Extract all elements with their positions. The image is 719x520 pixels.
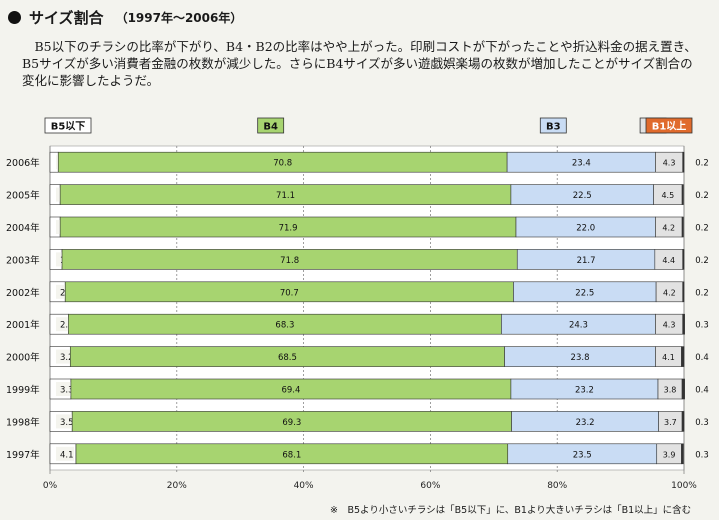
data-label-B1以上: 0.3: [695, 450, 709, 460]
y-tick-label: 1998年: [6, 416, 40, 428]
footnote: ※ B5より小さいチラシは「B5以下」に、B1より大きいチラシは「B1以上」に含…: [330, 505, 692, 516]
x-tick-label: 80%: [547, 481, 567, 491]
data-label-B5以下: 2.9: [60, 321, 74, 331]
data-label-B5以下: 3.3: [60, 386, 74, 396]
y-tick-label: 1997年: [6, 449, 40, 461]
data-label-B2: 4.2: [663, 288, 676, 297]
data-label-B4: 71.8: [280, 256, 299, 266]
bar-B1以上: [681, 411, 685, 432]
data-label-B3: 24.3: [569, 321, 588, 331]
data-label-bg: [56, 446, 74, 461]
x-tick-label: 60%: [420, 481, 440, 491]
data-label-B1以上: 0.2: [695, 288, 709, 298]
bar-B1以上: [681, 443, 684, 465]
legend-swatch-B3: [539, 117, 567, 134]
data-label-B4: 70.7: [280, 288, 299, 298]
data-label-B4: 69.4: [281, 386, 300, 396]
data-label-B1以上: 0.2: [695, 191, 709, 201]
data-label-B2: 4.4: [662, 256, 675, 265]
data-label-B2: 3.7: [664, 418, 677, 427]
data-label-B3: 23.2: [576, 418, 595, 428]
data-label-bg: [56, 382, 74, 396]
data-label-B1以上: 0.2: [695, 159, 709, 169]
bar-B1以上: [682, 313, 685, 335]
description-text: B5以下のチラシの比率が下がり、B4・B2の比率はやや上がった。印刷コストが下が…: [22, 39, 697, 88]
y-tick-label: 2000年: [6, 352, 40, 364]
y-tick-label: 1999年: [6, 384, 40, 396]
data-label-B1以上: 0.2: [695, 256, 709, 266]
data-label-B2: 3.8: [664, 386, 677, 395]
legend-label-B4: B4: [263, 122, 278, 133]
data-label-B4: 70.8: [273, 159, 292, 169]
data-label-bg: [56, 414, 74, 429]
data-label-B5以下: 4.1: [60, 450, 74, 460]
legend-swatch-B4: [257, 117, 285, 134]
data-label-B2: 4.1: [662, 353, 675, 362]
chart-subtitle: （1997年〜2006年）: [115, 10, 243, 25]
data-label-B4: 68.5: [278, 353, 297, 363]
x-tick-label: 20%: [167, 481, 187, 491]
data-label-B4: 68.1: [282, 450, 301, 460]
data-label-B1以上: 0.2: [695, 224, 709, 234]
y-tick-label: 2004年: [6, 222, 40, 234]
data-label-B1以上: 0.3: [695, 418, 709, 428]
data-label-B3: 23.5: [573, 450, 592, 460]
data-label-B1以上: 0.3: [695, 321, 709, 331]
data-label-B4: 68.3: [275, 321, 294, 331]
y-tick-label: 2001年: [6, 319, 40, 331]
data-label-B2: 4.5: [661, 191, 674, 200]
bar-B1以上: [682, 281, 685, 303]
bar-B1以上: [682, 151, 685, 173]
bar-B1以上: [681, 378, 685, 400]
data-label-B4: 71.1: [276, 191, 295, 201]
data-label-B3: 22.5: [573, 191, 592, 201]
data-label-B2: 4.3: [663, 159, 676, 168]
data-label-B2: 4.2: [662, 224, 675, 233]
chart-title: サイズ割合: [29, 8, 104, 27]
data-label-B5以下: 3.2: [60, 353, 74, 363]
data-label-B1以上: 0.4: [695, 353, 709, 363]
bar-B1以上: [681, 184, 684, 205]
y-tick-label: 2002年: [6, 287, 40, 299]
y-tick-label: 2005年: [6, 190, 40, 202]
data-label-B3: 23.8: [571, 353, 590, 363]
data-label-B3: 21.7: [577, 256, 596, 266]
bar-B1以上: [682, 249, 685, 270]
bullet-icon: [8, 10, 21, 24]
legend-label-B1以上: B1以上: [652, 120, 687, 133]
title-row: サイズ割合 （1997年〜2006年）: [8, 6, 242, 28]
y-tick-label: 2006年: [6, 157, 40, 169]
data-label-B3: 23.2: [575, 386, 594, 396]
legend-swatch-B5以下: [44, 117, 92, 134]
x-tick-label: 100%: [671, 481, 697, 491]
x-tick-label: 0%: [43, 481, 58, 491]
data-label-B2: 4.3: [663, 321, 676, 330]
data-label-bg: [56, 349, 74, 364]
data-label-B4: 69.3: [282, 418, 301, 428]
data-label-B2: 3.9: [663, 450, 676, 459]
data-label-B4: 71.9: [279, 224, 298, 234]
y-tick-label: 2003年: [6, 254, 40, 266]
data-label-B3: 23.4: [572, 159, 591, 169]
data-label-B1以上: 0.4: [695, 386, 709, 396]
data-label-B5以下: 3.5: [60, 418, 74, 428]
legend-label-B3: B3: [546, 122, 561, 133]
x-tick-label: 40%: [294, 481, 314, 491]
legend-swatch-B1以上: [645, 117, 693, 134]
bar-B1以上: [681, 216, 684, 238]
data-label-B3: 22.0: [576, 224, 595, 234]
bar-B1以上: [681, 346, 685, 367]
legend-label-B5以下: B5以下: [51, 121, 86, 133]
data-label-B3: 22.5: [575, 288, 594, 298]
